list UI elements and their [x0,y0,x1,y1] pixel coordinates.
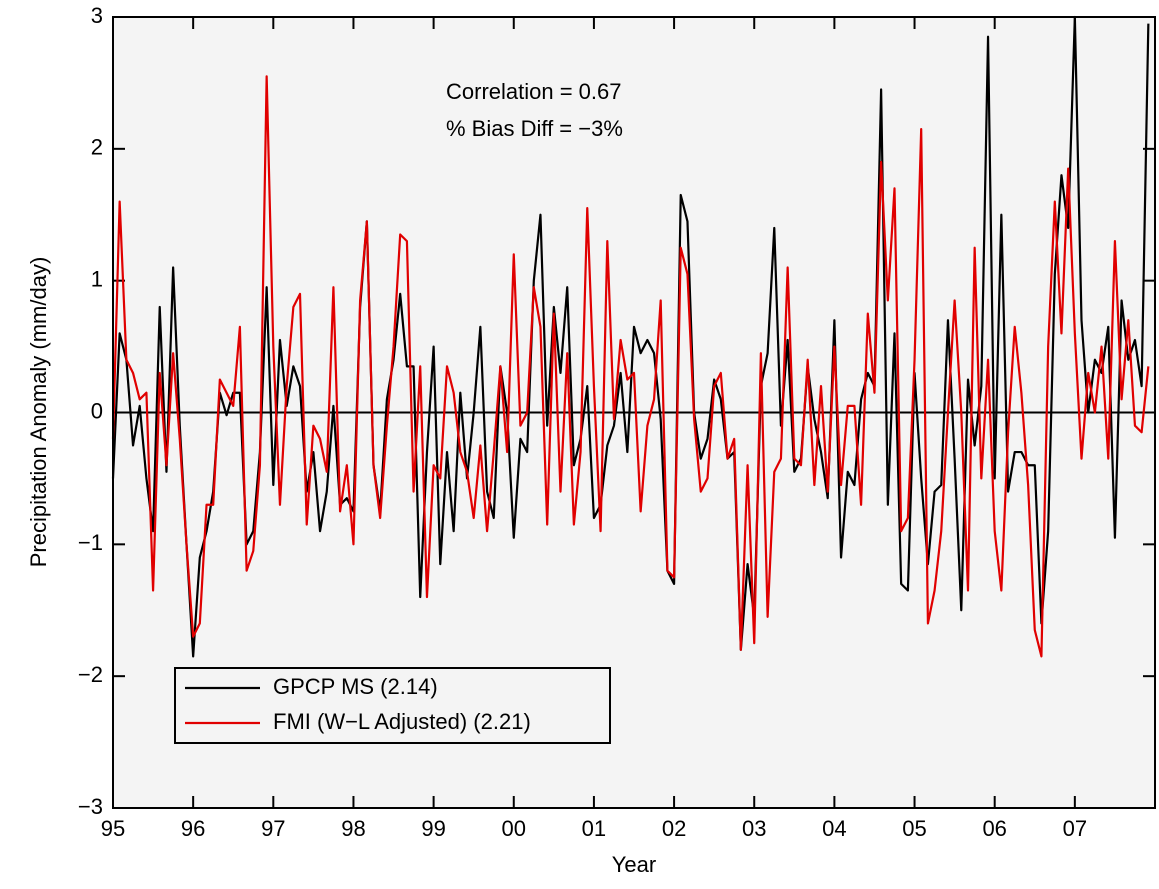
x-tick-label: 06 [982,816,1006,841]
x-tick-label: 04 [822,816,846,841]
x-tick-label: 05 [902,816,926,841]
y-tick-label: −1 [78,530,103,555]
y-tick-label: −2 [78,662,103,687]
annotation: % Bias Diff = −3% [446,116,623,141]
x-axis-label: Year [612,852,656,877]
x-tick-label: 99 [421,816,445,841]
x-tick-label: 03 [742,816,766,841]
legend-box [174,667,611,744]
data-line [111,75,1150,658]
legend-label: GPCP MS (2.14) [273,674,438,699]
annotation: Correlation = 0.67 [446,79,622,104]
y-tick-label: 2 [91,135,103,160]
y-tick-label: −3 [78,794,103,819]
y-tick-label: 0 [91,398,103,423]
y-tick-label: 1 [91,266,103,291]
plot-frame [112,16,1156,809]
legend-label: FMI (W−L Adjusted) (2.21) [273,709,531,734]
y-axis-label: Precipitation Anomaly (mm/day) [26,257,51,568]
x-tick-label: 02 [662,816,686,841]
x-tick-label: 01 [582,816,606,841]
x-tick-label: 07 [1063,816,1087,841]
x-tick-label: 98 [341,816,365,841]
x-tick-label: 96 [181,816,205,841]
x-tick-label: 00 [502,816,526,841]
y-tick-label: 3 [91,3,103,28]
x-tick-label: 95 [101,816,125,841]
x-tick-label: 97 [261,816,285,841]
